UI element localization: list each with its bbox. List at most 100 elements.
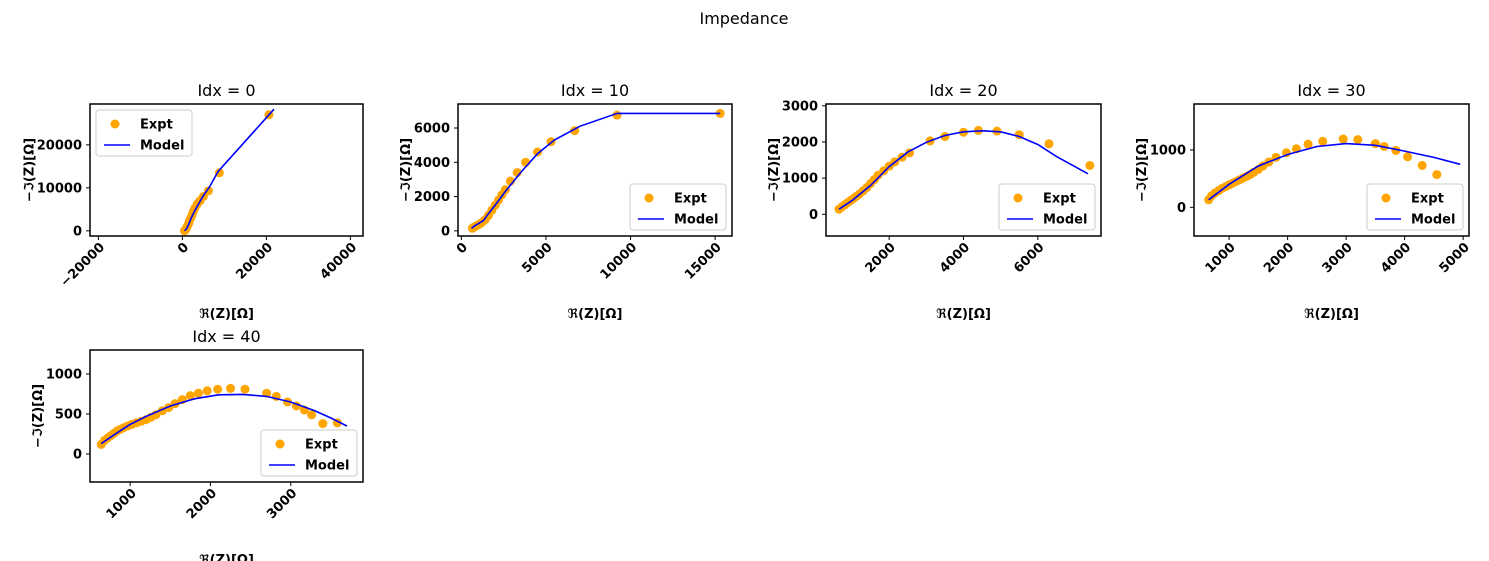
expt-point <box>202 386 212 396</box>
legend-expt-label: Expt <box>674 192 707 207</box>
expt-point <box>1318 136 1328 146</box>
expt-point <box>318 419 328 429</box>
subplot-1: Idx = 10 0 5000 10000 15000 0 2000 4000 6000 ℜ(Z)… <box>399 81 733 322</box>
model-line <box>471 112 721 229</box>
expt-point <box>532 147 542 157</box>
x-tick-label: 3000 <box>1320 240 1356 276</box>
expt-point <box>1085 160 1095 170</box>
subplot-grid: Idx = 0−20000 0 20000 4000001000020000ℜ(Z)[… <box>23 81 1473 561</box>
legend-expt-marker <box>275 439 285 449</box>
x-tick-label: 6000 <box>1011 240 1047 276</box>
expt-point <box>307 410 317 420</box>
y-tick-label: 0 <box>809 208 818 223</box>
y-tick-label: 4000 <box>414 156 450 171</box>
x-tick-label: 2000 <box>184 486 220 522</box>
y-tick-label: 0 <box>73 448 82 463</box>
legend-expt-marker <box>110 119 120 129</box>
expt-point <box>226 383 236 393</box>
expt-point <box>185 391 195 401</box>
expt-point <box>1417 160 1427 170</box>
x-tick-label: −20000 <box>58 240 108 290</box>
x-tick-label: 1000 <box>1203 240 1239 276</box>
y-axis-label: −ℑ(Z)[Ω] <box>23 138 38 202</box>
subplot-4: Idx = 40 1000 2000 3000 0 500 1000 ℜ(Z)[Ω] −ℑ(Z)… <box>31 327 364 561</box>
legend: Expt Model <box>95 109 193 157</box>
subplot-2: Idx = 20 2000 4000 6000 0 1000 2000 3000 ℜ(Z)[Ω]… <box>767 81 1102 322</box>
y-tick-label: 6000 <box>414 122 450 137</box>
y-tick-label: 0 <box>1177 201 1186 216</box>
expt-point <box>203 186 213 196</box>
expt-point <box>1303 139 1313 149</box>
x-axis-label: ℜ(Z)[Ω] <box>1304 307 1359 322</box>
subplot-title: Idx = 20 <box>929 81 997 100</box>
x-tick-label: 15000 <box>682 240 725 283</box>
plot-area <box>180 108 275 236</box>
x-axis-label: ℜ(Z)[Ω] <box>568 307 623 322</box>
x-axis-label: ℜ(Z)[Ω] <box>199 553 254 561</box>
expt-point <box>1403 152 1413 162</box>
model-line <box>1208 142 1461 201</box>
x-tick-label: 2000 <box>863 240 899 276</box>
x-tick-label: 40000 <box>317 240 360 283</box>
legend: Expt Model <box>629 183 727 231</box>
axes-frame <box>89 103 364 237</box>
plot-area <box>96 383 348 449</box>
y-axis-label: −ℑ(Z)[Ω] <box>399 138 414 202</box>
expt-point <box>1044 139 1054 149</box>
y-tick-label: 10000 <box>37 181 82 196</box>
legend-expt-label: Expt <box>140 118 173 133</box>
x-tick-label: 10000 <box>598 240 641 283</box>
subplot-0: Idx = 0−20000 0 20000 4000001000020000ℜ(Z)[… <box>23 81 364 322</box>
x-tick-label: 0 <box>454 240 471 257</box>
expt-point <box>193 388 203 398</box>
expt-point <box>1370 139 1380 149</box>
expt-point <box>1432 170 1442 180</box>
legend-model-label: Model <box>1411 213 1455 228</box>
figure-title: Impedance <box>699 9 788 28</box>
legend-expt-label: Expt <box>1411 192 1444 207</box>
subplot-title: Idx = 0 <box>197 81 255 100</box>
subplot-title: Idx = 40 <box>192 327 260 346</box>
legend-expt-marker <box>1381 193 1391 203</box>
y-tick-label: 0 <box>73 224 82 239</box>
expt-point <box>240 384 250 394</box>
subplot-title: Idx = 10 <box>561 81 629 100</box>
y-tick-label: 2000 <box>414 190 450 205</box>
y-axis-label: −ℑ(Z)[Ω] <box>1135 138 1150 202</box>
axes-frame <box>1193 103 1470 237</box>
x-tick-label: 3000 <box>264 486 300 522</box>
axes-frame <box>457 103 733 237</box>
y-axis-label: −ℑ(Z)[Ω] <box>31 384 46 448</box>
y-tick-label: 2000 <box>782 135 818 150</box>
y-tick-label: 20000 <box>37 138 82 153</box>
model-line <box>183 108 275 232</box>
legend-expt-label: Expt <box>1043 192 1076 207</box>
legend-model-label: Model <box>1043 213 1087 228</box>
legend: Expt Model <box>1366 183 1464 231</box>
x-tick-label: 4000 <box>1378 240 1414 276</box>
model-line <box>100 393 348 445</box>
legend-model-label: Model <box>305 459 349 474</box>
legend: Expt Model <box>260 429 358 477</box>
subplot-title: Idx = 30 <box>1297 81 1365 100</box>
expt-point <box>1353 135 1363 145</box>
x-axis-label: ℜ(Z)[Ω] <box>936 307 991 322</box>
y-tick-label: 1000 <box>46 368 82 383</box>
x-tick-label: 5000 <box>519 240 555 276</box>
y-axis-label: −ℑ(Z)[Ω] <box>767 138 782 202</box>
expt-point <box>213 384 223 394</box>
model-line <box>838 129 1089 210</box>
x-tick-label: 1000 <box>104 486 140 522</box>
legend-expt-marker <box>1013 193 1023 203</box>
subplot-3: Idx = 30 1000 2000 3000 4000 5000 0 1000 ℜ(Z)[Ω]… <box>1135 81 1473 322</box>
legend-model-label: Model <box>140 139 184 154</box>
x-tick-label: 20000 <box>233 240 276 283</box>
plot-area <box>1204 134 1461 205</box>
axes-frame <box>89 349 364 483</box>
x-tick-label: 4000 <box>937 240 973 276</box>
legend: Expt Model <box>998 183 1096 231</box>
x-tick-label: 0 <box>175 240 192 257</box>
legend-expt-marker <box>644 193 654 203</box>
plot-area <box>467 108 725 233</box>
